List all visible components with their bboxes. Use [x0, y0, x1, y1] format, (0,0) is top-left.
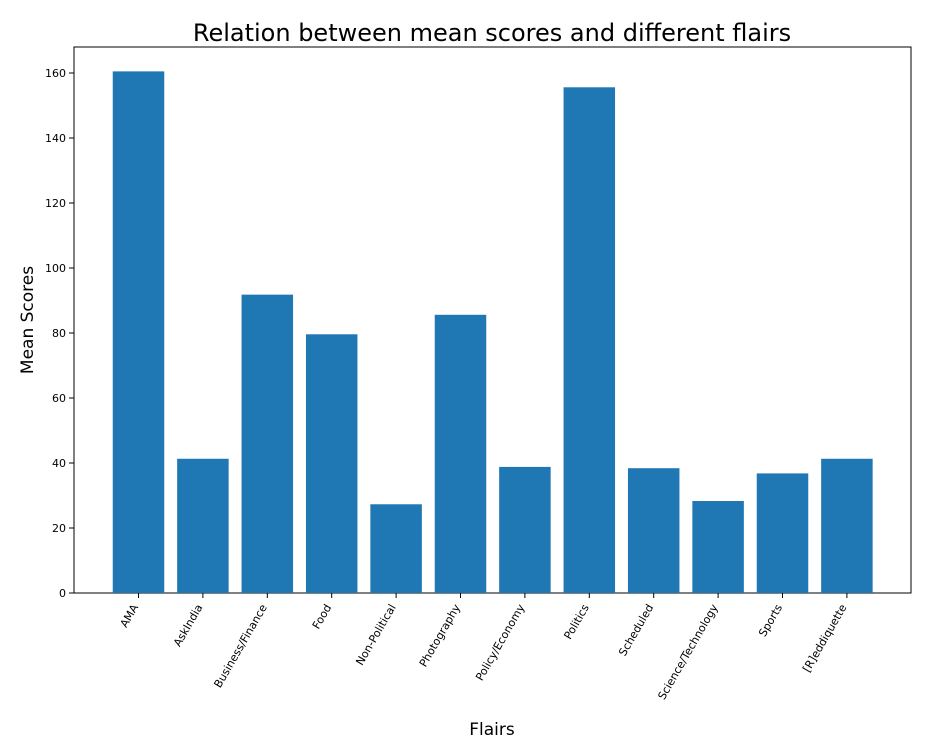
x-tick-label: AMA: [118, 602, 142, 630]
y-tick-label: 160: [45, 67, 66, 80]
x-tick-label: Food: [310, 602, 334, 631]
bar-non-political: [370, 504, 422, 593]
chart-title: Relation between mean scores and differe…: [193, 19, 791, 47]
x-tick-label: [R]eddiquette: [800, 602, 849, 675]
y-tick-label: 0: [59, 587, 66, 600]
y-tick-label: 40: [52, 457, 66, 470]
bar-ama: [112, 71, 165, 594]
x-axis: AMA AskIndia Business/Finance Food Non-Polit…: [118, 593, 850, 702]
bar-politics: [563, 87, 616, 594]
x-tick-label: Photography: [417, 602, 464, 670]
y-tick-label: 80: [52, 327, 66, 340]
bar-askindia: [177, 458, 229, 593]
bar-policy-economy: [499, 466, 551, 593]
y-tick-label: 100: [45, 262, 66, 275]
bar-sports: [756, 473, 809, 593]
x-tick-label: Non-Political: [353, 602, 398, 668]
x-tick-label: Politics: [562, 602, 593, 642]
x-tick-label: AskIndia: [171, 602, 206, 649]
bar-business-finance: [241, 294, 294, 593]
y-axis: 0 20 40 60 80 100 120 140 160: [45, 67, 74, 600]
x-tick-label: Science/Technology: [655, 602, 720, 702]
bar-photography: [434, 314, 487, 593]
bars-layer: [112, 71, 873, 594]
y-axis-title: Mean Scores: [18, 266, 38, 374]
x-tick-label: Business/Finance: [211, 602, 270, 690]
bar-r-eddiquette: [821, 458, 873, 593]
y-tick-label: 60: [52, 392, 66, 405]
y-tick-label: 140: [45, 132, 66, 145]
bar-scheduled: [627, 468, 680, 593]
y-tick-label: 20: [52, 522, 66, 535]
y-tick-label: 120: [45, 197, 66, 210]
bar-science-technology: [692, 501, 744, 593]
x-axis-title: Flairs: [469, 720, 515, 740]
bar-food: [305, 334, 358, 593]
x-tick-label: Scheduled: [616, 602, 656, 658]
x-tick-label: Policy/Economy: [473, 602, 528, 683]
x-tick-label: Sports: [756, 602, 785, 639]
